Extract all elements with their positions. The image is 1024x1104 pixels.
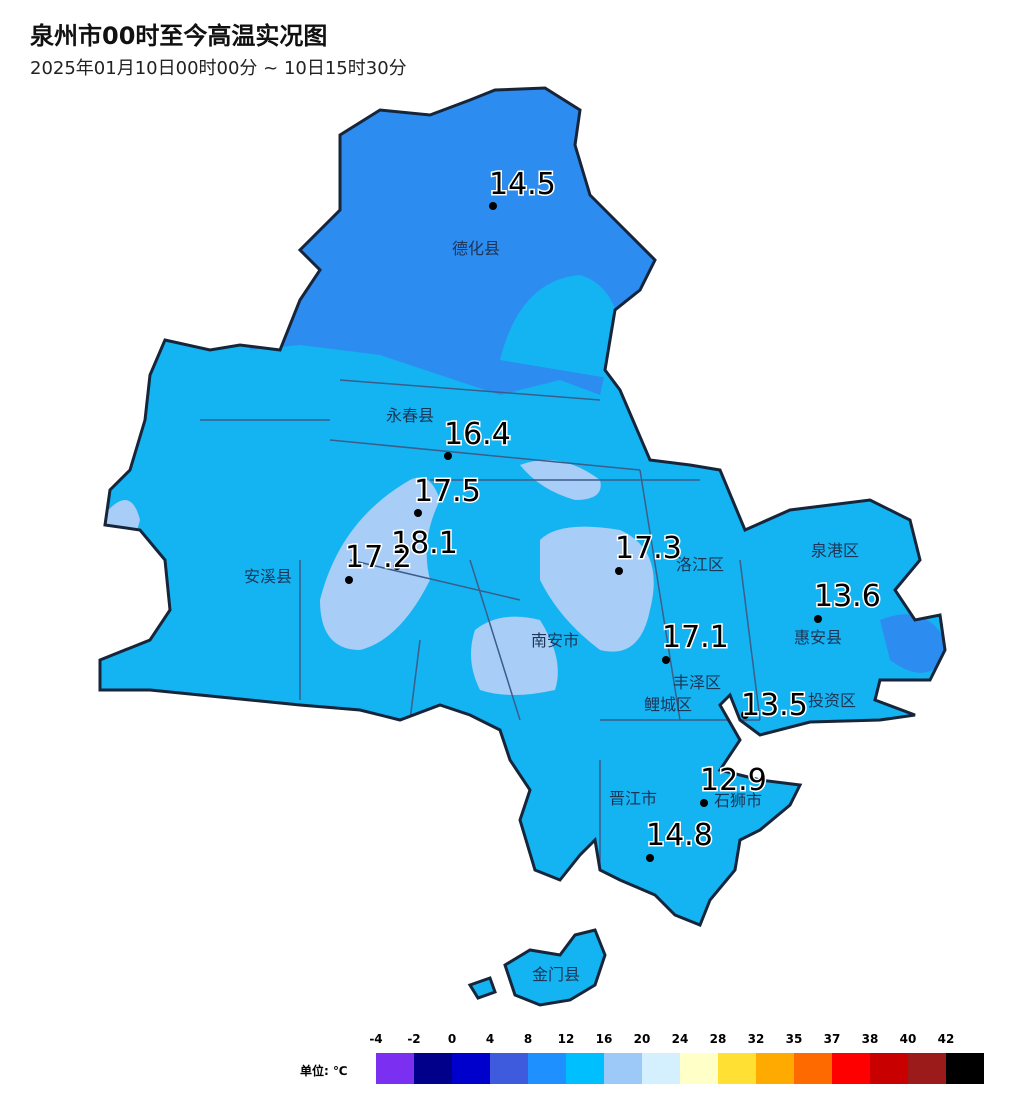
island	[467, 976, 497, 1000]
station-value: 17.5	[414, 474, 481, 509]
district-label: 南安市	[531, 631, 579, 650]
field-warm	[320, 477, 440, 650]
legend-unit: 单位: ℃	[300, 1063, 348, 1078]
title: 泉州市00时至今高温实况图	[30, 22, 327, 50]
island	[503, 928, 607, 1007]
legend-swatch	[452, 1053, 490, 1084]
legend-swatch	[414, 1053, 452, 1084]
station-value: 13.6	[814, 579, 881, 614]
legend-swatch	[794, 1053, 832, 1084]
station-value: 16.4	[444, 417, 511, 452]
stations: 14.5 16.4 17.5 18.1 17.2 17.3 13.6 17.1 …	[344, 166, 882, 862]
station-dot	[615, 567, 623, 575]
district-label: 投资区	[808, 691, 856, 710]
legend-swatch	[680, 1053, 718, 1084]
subtitle: 2025年01月10日00时00分 ~ 10日15时30分	[30, 58, 407, 79]
legend-tick-label: -2	[407, 1032, 420, 1046]
district-label: 洛江区	[676, 555, 724, 574]
station-dot	[345, 576, 353, 584]
legend-swatch	[604, 1053, 642, 1084]
station-value: 18.1	[391, 526, 458, 561]
station-dot	[741, 711, 749, 719]
legend-tick-label: 38	[862, 1032, 879, 1046]
legend-tick-label: 16	[596, 1032, 613, 1046]
station-value: 14.5	[489, 167, 556, 202]
station-value: 13.5	[741, 688, 808, 723]
legend-swatch	[490, 1053, 528, 1084]
district-label: 永春县	[386, 406, 434, 425]
legend-tick-label: 24	[672, 1032, 689, 1046]
legend-swatch	[870, 1053, 908, 1084]
station-dot	[814, 615, 822, 623]
station-value: 17.2	[345, 540, 412, 575]
legend-tick-label: 4	[486, 1032, 494, 1046]
field-warm	[471, 616, 558, 695]
district-border	[200, 379, 761, 880]
station-value: 17.3	[615, 531, 682, 566]
district-label: 德化县	[452, 239, 500, 258]
legend-swatch	[756, 1053, 794, 1084]
legend-swatch	[376, 1053, 414, 1084]
district-label: 丰泽区	[673, 673, 721, 692]
legend-swatch	[566, 1053, 604, 1084]
field-warm	[540, 526, 654, 652]
station-dot	[662, 656, 670, 664]
legend-tick-label: 42	[938, 1032, 955, 1046]
legend-tick-label: 35	[786, 1032, 803, 1046]
district-labels: 德化县 永春县 安溪县 南安市 洛江区 泉港区 惠安县 丰泽区 鲤城区 投资区 …	[244, 239, 859, 984]
legend-tick-label: 12	[558, 1032, 575, 1046]
station-value: 14.8	[646, 818, 713, 853]
legend-tick-label: 28	[710, 1032, 727, 1046]
district-label: 鲤城区	[644, 695, 692, 714]
legend-tick-label: 37	[824, 1032, 841, 1046]
station-dot	[700, 799, 708, 807]
station-dot	[414, 509, 422, 517]
field-cool	[880, 614, 945, 673]
station-dot	[444, 452, 452, 460]
district-label: 晋江市	[609, 789, 657, 808]
legend-tick-label: 0	[448, 1032, 456, 1046]
legend-swatch	[718, 1053, 756, 1084]
legend-tick-label: 32	[748, 1032, 765, 1046]
station-value: 17.1	[662, 620, 729, 655]
legend: 单位: ℃ -4 -2 0 4 8 12 16 20 24 28 32 35 37 38 40 42	[300, 1032, 984, 1084]
legend-tick-label: 40	[900, 1032, 917, 1046]
district-label: 金门县	[532, 965, 580, 984]
legend-swatch	[832, 1053, 870, 1084]
legend-swatch	[528, 1053, 566, 1084]
legend-tick-label: 20	[634, 1032, 651, 1046]
station-value: 12.9	[700, 763, 767, 798]
district-label: 石狮市	[714, 791, 762, 810]
district-label: 安溪县	[244, 567, 292, 586]
field-mid	[500, 275, 622, 380]
legend-tick-label: -4	[369, 1032, 382, 1046]
legend-tick-label: 8	[524, 1032, 532, 1046]
station-dot	[393, 562, 401, 570]
district-label: 泉港区	[811, 541, 859, 560]
station-dot	[646, 854, 654, 862]
legend-swatch	[946, 1053, 984, 1084]
district-label: 惠安县	[794, 628, 842, 647]
legend-swatch	[642, 1053, 680, 1084]
station-dot	[489, 202, 497, 210]
legend-swatch	[908, 1053, 946, 1084]
